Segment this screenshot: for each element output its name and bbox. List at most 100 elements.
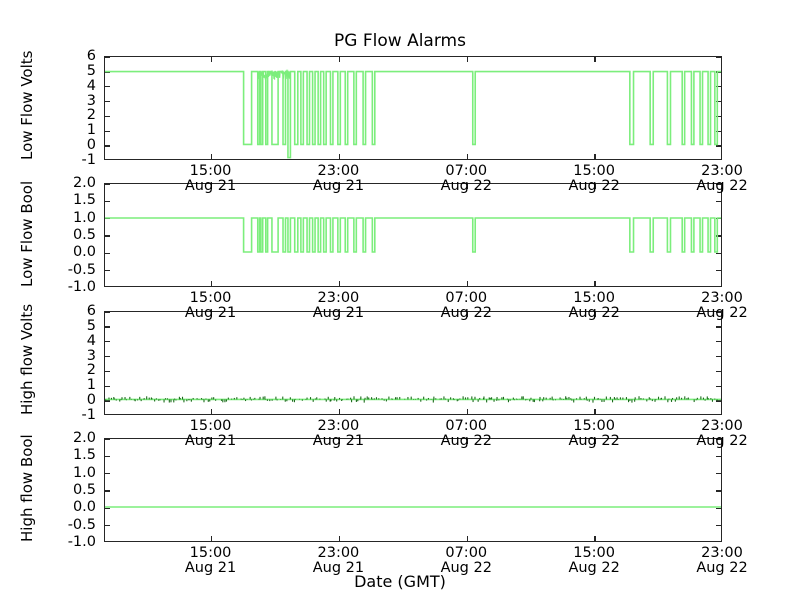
x-tick-label: 15:00 Aug 22 <box>568 545 620 577</box>
subplot-low-flow-volts <box>104 56 722 160</box>
y-tick-mark <box>105 235 110 237</box>
y-tick-mark <box>105 439 110 440</box>
data-series-1 <box>105 217 721 253</box>
x-tick-mark <box>466 57 468 62</box>
y-tick-mark <box>716 507 721 510</box>
x-tick-mark <box>210 409 213 414</box>
y-tick-mark <box>716 370 721 373</box>
y-tick-mark <box>105 490 110 492</box>
x-tick-mark <box>338 281 341 286</box>
y-tick-mark <box>105 115 110 118</box>
y-tick-label: -1.0 <box>67 279 96 295</box>
y-tick-mark <box>716 439 721 440</box>
x-tick-label: 07:00 Aug 22 <box>440 418 492 450</box>
y-tick-label: 1 <box>86 377 96 394</box>
y-tick-mark <box>716 269 721 272</box>
x-tick-mark <box>338 57 341 62</box>
x-tick-mark <box>338 439 341 444</box>
x-tick-label: 15:00 Aug 22 <box>568 418 620 450</box>
y-tick-label: 0.5 <box>72 482 96 498</box>
x-tick-mark <box>338 536 341 541</box>
y-tick-label: 3 <box>86 92 96 109</box>
y-axis-label-3: High flow Bool <box>18 434 36 542</box>
y-axis-label-0: Low Flow Volts <box>18 50 36 160</box>
y-tick-mark <box>716 100 721 103</box>
x-tick-mark <box>210 312 213 317</box>
x-tick-mark <box>594 536 596 541</box>
data-series-0 <box>105 69 721 159</box>
y-tick-mark <box>105 269 110 272</box>
x-tick-mark <box>594 409 596 414</box>
x-tick-mark <box>210 536 213 541</box>
y-tick-label: -0.5 <box>67 516 96 533</box>
y-tick-label: 1.0 <box>72 209 96 226</box>
y-tick-mark <box>105 355 110 358</box>
y-tick-mark <box>716 200 721 203</box>
x-tick-mark <box>466 281 468 286</box>
subplot-high-flow-bool <box>104 438 722 542</box>
y-tick-mark <box>716 57 721 58</box>
y-tick-mark <box>716 400 721 402</box>
y-tick-mark <box>716 341 721 343</box>
x-tick-label: 23:00 Aug 21 <box>312 418 365 450</box>
y-tick-label: 6 <box>86 303 96 319</box>
y-tick-mark <box>105 312 110 313</box>
y-tick-label: 0.0 <box>72 499 96 516</box>
y-tick-mark <box>105 86 110 88</box>
x-tick-mark <box>338 409 341 414</box>
y-tick-mark <box>105 524 110 527</box>
y-tick-mark <box>716 490 721 492</box>
y-tick-mark <box>105 200 110 203</box>
y-tick-label: 5 <box>86 317 96 334</box>
y-tick-mark <box>105 130 110 132</box>
x-tick-mark <box>210 57 213 62</box>
y-tick-mark <box>716 326 721 328</box>
y-tick-mark <box>716 184 721 185</box>
x-tick-mark <box>594 154 596 159</box>
x-tick-mark <box>338 312 341 317</box>
y-tick-label: 3 <box>86 347 96 364</box>
y-tick-mark <box>716 130 721 132</box>
y-tick-label: -1 <box>81 407 96 423</box>
x-tick-mark <box>466 312 468 317</box>
y-tick-label: 1 <box>86 122 96 139</box>
y-tick-label: 1.5 <box>72 447 96 464</box>
x-tick-label: 07:00 Aug 22 <box>440 290 492 322</box>
x-tick-mark <box>466 184 468 189</box>
y-tick-mark <box>105 326 110 328</box>
y-tick-label: 2.0 <box>72 175 96 191</box>
data-series-3 <box>105 506 721 508</box>
y-tick-label: -1 <box>81 152 96 168</box>
y-tick-mark <box>105 455 110 458</box>
x-tick-label: 23:00 Aug 22 <box>696 163 748 195</box>
x-tick-mark <box>466 439 468 444</box>
x-tick-mark <box>466 536 468 541</box>
x-tick-mark <box>338 184 341 189</box>
y-tick-mark <box>716 472 721 475</box>
x-tick-mark <box>210 281 213 286</box>
y-tick-label: 6 <box>86 48 96 64</box>
x-tick-mark <box>466 154 468 159</box>
y-tick-mark <box>716 86 721 88</box>
y-tick-mark <box>716 455 721 458</box>
y-tick-mark <box>716 145 721 147</box>
y-tick-mark <box>105 252 110 255</box>
data-series-2 <box>105 396 721 403</box>
x-tick-mark <box>594 57 596 62</box>
y-tick-mark <box>716 312 721 313</box>
y-tick-label: 2.0 <box>72 430 96 446</box>
y-tick-mark <box>105 385 110 387</box>
y-tick-mark <box>716 235 721 237</box>
y-tick-mark <box>105 184 110 185</box>
y-tick-mark <box>105 370 110 373</box>
y-axis-label-1: Low Flow Bool <box>18 180 36 287</box>
y-tick-mark <box>716 252 721 255</box>
y-tick-mark <box>105 145 110 147</box>
y-tick-mark <box>105 400 110 402</box>
y-axis-label-2: High flow Volts <box>18 303 36 415</box>
x-tick-label: 23:00 Aug 22 <box>696 545 748 577</box>
subplot-high-flow-volts <box>104 311 722 415</box>
x-tick-mark <box>594 312 596 317</box>
x-tick-mark <box>466 409 468 414</box>
